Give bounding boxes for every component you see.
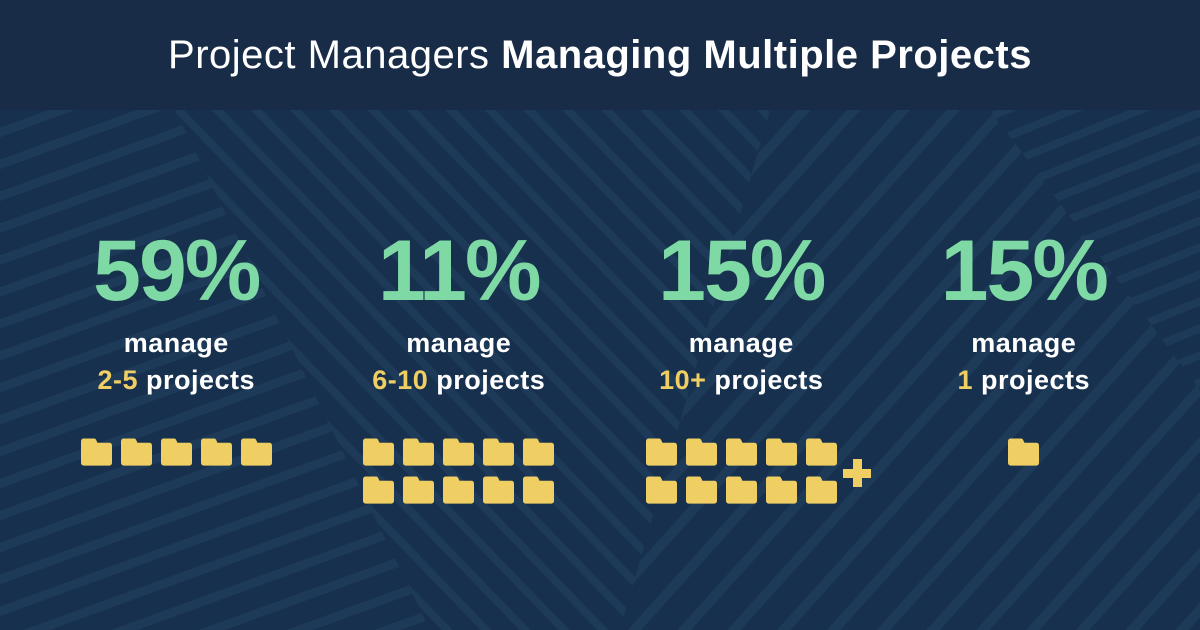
range-value: 10+ [659, 365, 707, 396]
folder-grid [883, 438, 1166, 466]
header-band: Project Managers Managing Multiple Proje… [0, 0, 1200, 110]
folder-icon [765, 476, 797, 504]
folder-icon [363, 476, 395, 504]
page-title: Project Managers Managing Multiple Proje… [168, 33, 1032, 78]
folder-icon [443, 476, 475, 504]
stat-column-2-5: 59% manage 2-5 projects [35, 110, 318, 504]
folder-icon [240, 438, 272, 466]
folder-grid [35, 438, 318, 466]
folder-icon [805, 438, 837, 466]
range-line: 10+ projects [600, 365, 883, 396]
folder-row [645, 438, 837, 466]
folder-icon [443, 438, 475, 466]
page-title-regular: Project Managers [168, 32, 502, 77]
range-suffix: projects [714, 365, 824, 396]
folder-icon [363, 438, 395, 466]
range-suffix: projects [981, 365, 1091, 396]
folder-icon [1008, 438, 1040, 466]
stat-columns: 59% manage 2-5 projects 11% manage 6-10 … [35, 110, 1165, 504]
page-title-bold: Managing Multiple Projects [501, 32, 1032, 77]
folder-grid [318, 438, 601, 504]
folder-grid [600, 438, 883, 504]
folder-icon [120, 438, 152, 466]
plus-icon [843, 459, 872, 488]
folder-icon [805, 476, 837, 504]
folder-icon [685, 438, 717, 466]
folder-icon [725, 438, 757, 466]
folder-icon [765, 438, 797, 466]
folder-icon [645, 476, 677, 504]
range-suffix: projects [146, 365, 256, 396]
range-line: 6-10 projects [318, 365, 601, 396]
folder-icon [200, 438, 232, 466]
folder-icon [645, 438, 677, 466]
percent-value: 59% [93, 223, 261, 319]
folder-row [80, 438, 272, 466]
stat-column-6-10: 11% manage 6-10 projects [318, 110, 601, 504]
folder-row [645, 476, 837, 504]
range-suffix: projects [436, 365, 546, 396]
folder-row [363, 476, 555, 504]
folder-icon [403, 438, 435, 466]
manage-label: manage [406, 328, 512, 358]
folder-row [363, 438, 555, 466]
range-line: 1 projects [883, 365, 1166, 396]
manage-label: manage [688, 328, 794, 358]
folder-icon [160, 438, 192, 466]
folder-icon [523, 476, 555, 504]
folder-icon [483, 476, 515, 504]
folder-icon [523, 438, 555, 466]
stat-column-1: 15% manage 1 projects [883, 110, 1166, 504]
percent-value: 15% [658, 223, 826, 319]
manage-label: manage [971, 328, 1077, 358]
manage-label: manage [123, 328, 229, 358]
range-value: 2-5 [97, 365, 138, 396]
folder-icon [403, 476, 435, 504]
percent-value: 11% [378, 223, 541, 319]
folder-icon [483, 438, 515, 466]
stat-column-10-plus: 15% manage 10+ projects [600, 110, 883, 504]
percent-value: 15% [940, 223, 1109, 319]
folder-icon [685, 476, 717, 504]
folder-icon [80, 438, 112, 466]
range-value: 1 [957, 365, 973, 396]
folder-icon [725, 476, 757, 504]
range-value: 6-10 [372, 365, 429, 396]
folder-row [1008, 438, 1040, 466]
range-line: 2-5 projects [35, 365, 318, 396]
